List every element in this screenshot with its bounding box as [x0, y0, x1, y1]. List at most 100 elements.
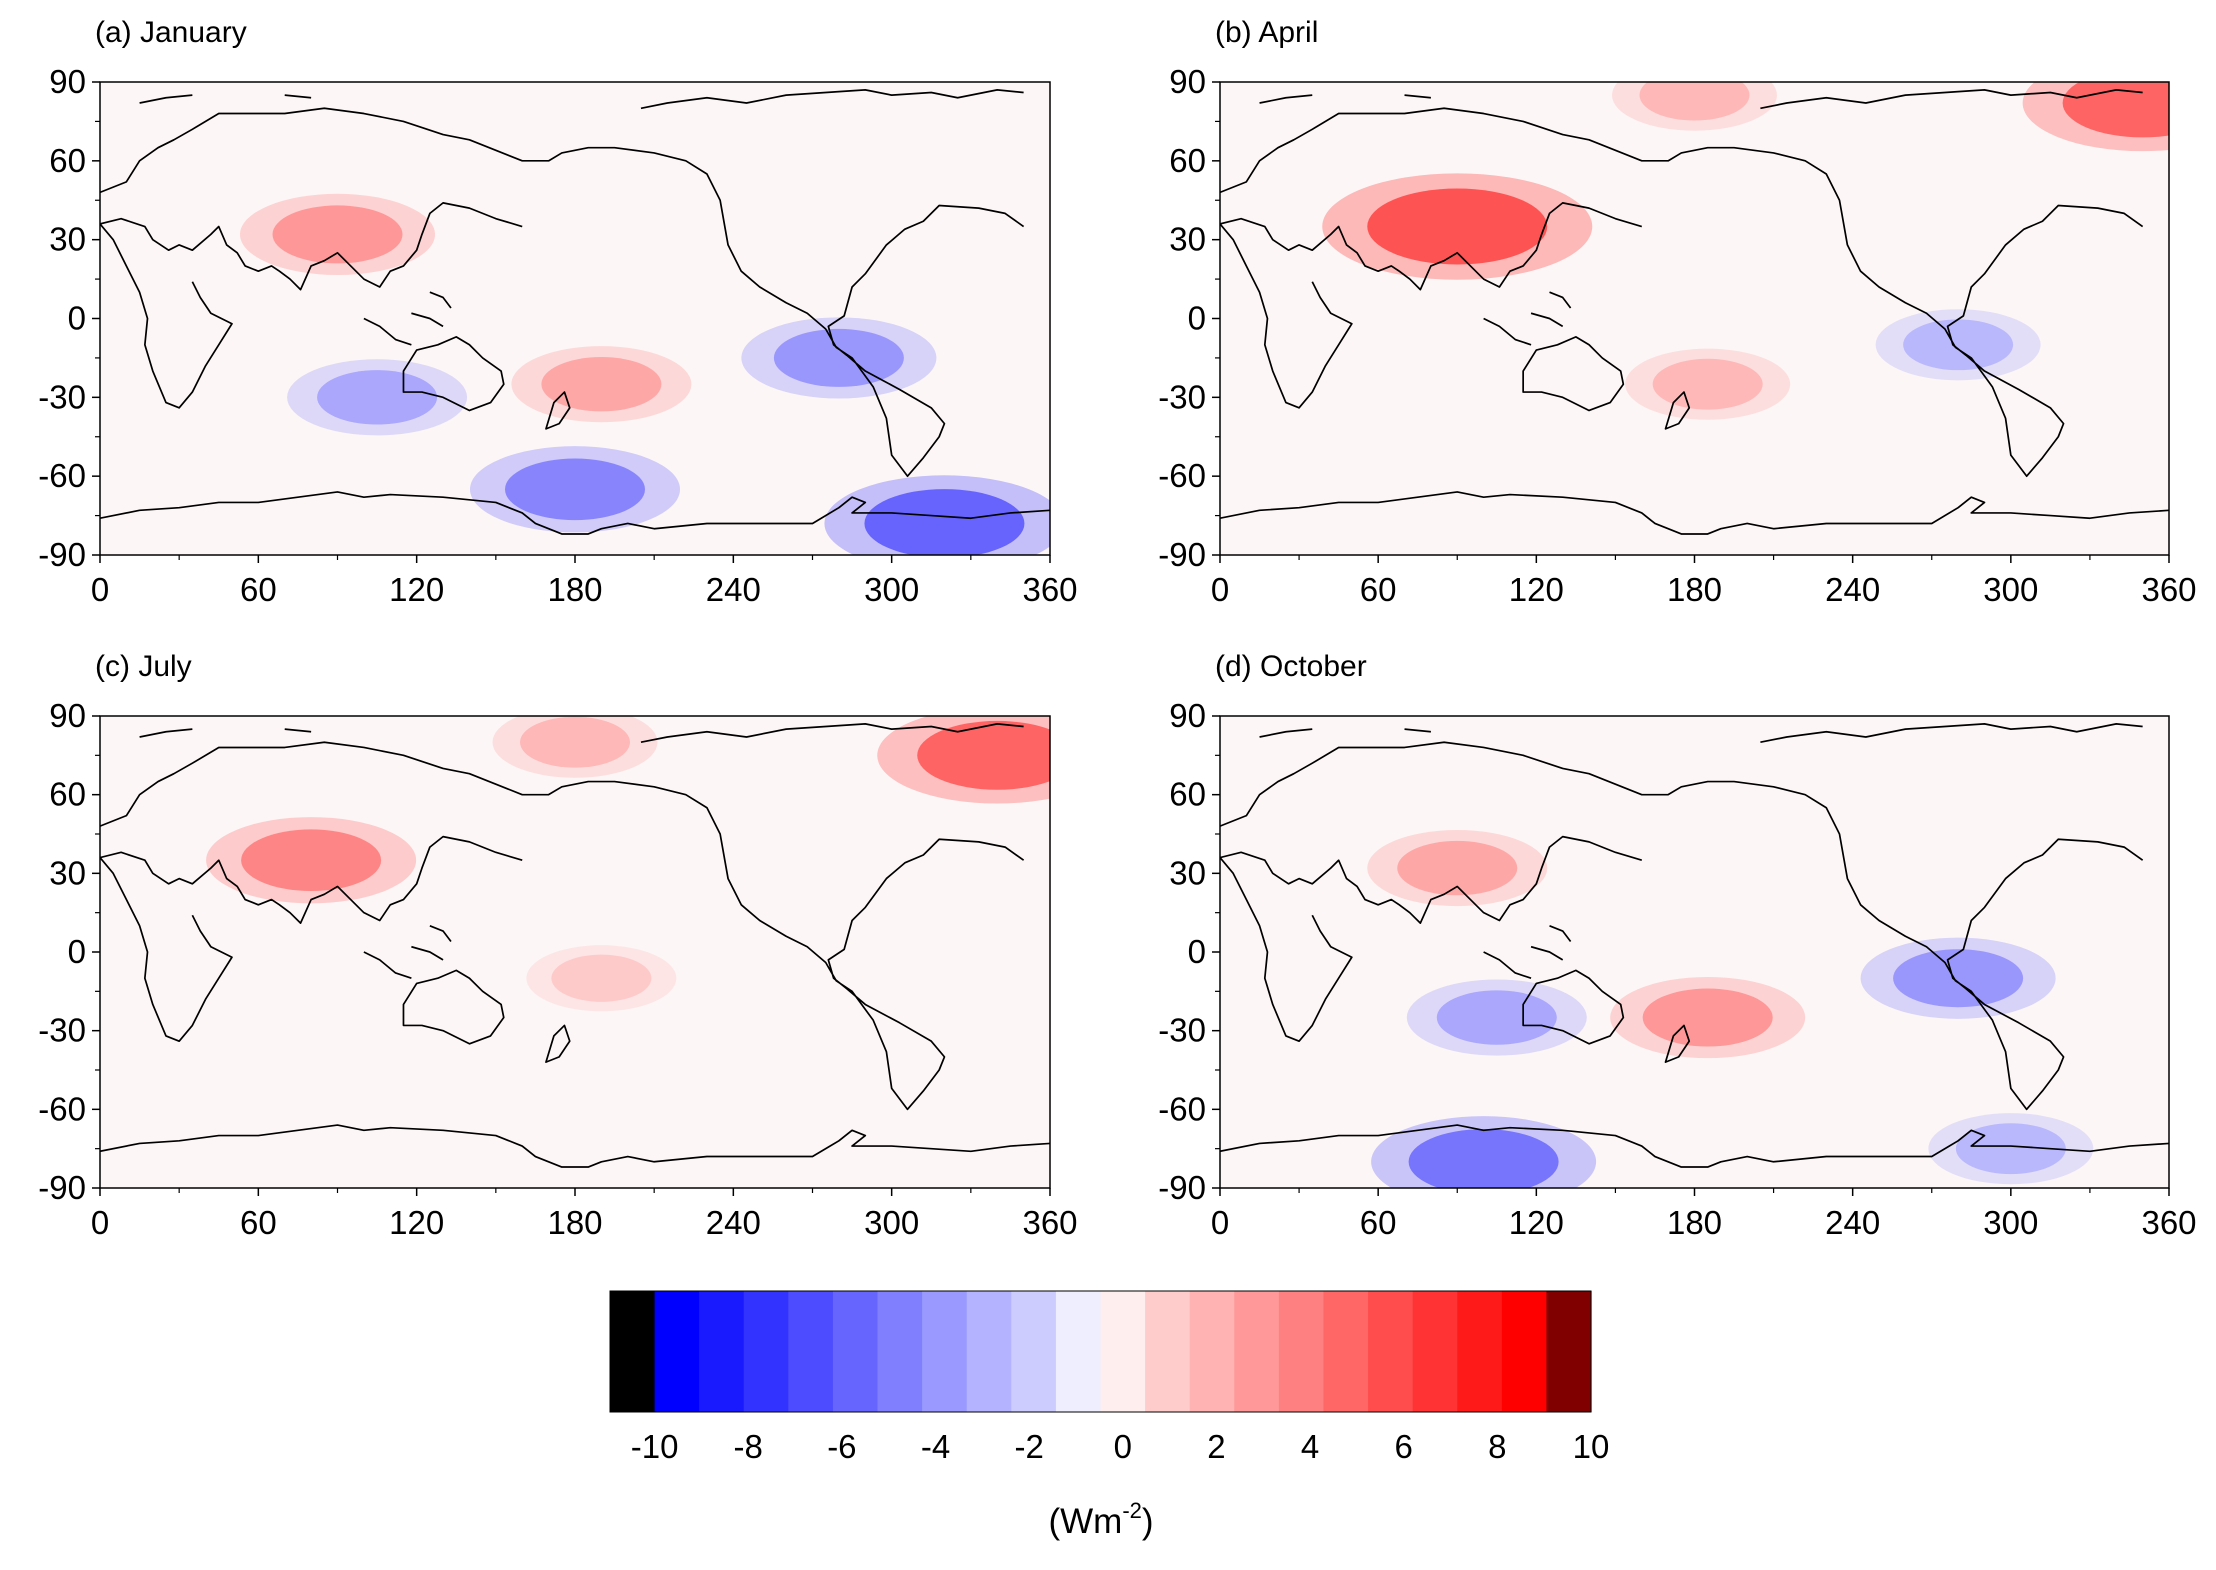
- x-tick-label: 0: [1211, 571, 1229, 608]
- y-tick-label: 0: [1188, 300, 1206, 337]
- x-tick-label: 240: [706, 571, 761, 608]
- y-tick-label: 90: [1169, 697, 1206, 734]
- colorbar-unit-label: (Wm-2): [1048, 1498, 1153, 1541]
- x-tick-label: 0: [91, 571, 109, 608]
- y-tick-label: -60: [38, 457, 86, 494]
- x-tick-label: 360: [1022, 1204, 1077, 1241]
- x-tick-label: 360: [2141, 1204, 2196, 1241]
- x-tick-label: 240: [706, 1204, 761, 1241]
- anomaly-core: [1639, 82, 1750, 121]
- anomaly-core: [917, 720, 1050, 790]
- y-tick-label: -30: [38, 1012, 86, 1049]
- panel-title: (d) October: [1215, 650, 1367, 683]
- anomaly-core: [541, 356, 662, 412]
- anomaly-core: [1642, 988, 1773, 1047]
- anomaly-core: [272, 205, 403, 264]
- panel-title: (b) April: [1215, 16, 1318, 49]
- x-tick-label: 300: [1983, 571, 2038, 608]
- colorbar-swatch: [1457, 1291, 1503, 1412]
- y-tick-label: 90: [49, 697, 86, 734]
- y-tick-label: -30: [38, 378, 86, 415]
- colorbar-tick-label: 6: [1395, 1428, 1413, 1465]
- colorbar-swatch: [788, 1291, 834, 1412]
- colorbar-tick-label: 2: [1207, 1428, 1225, 1465]
- y-tick-label: -90: [38, 536, 86, 573]
- anomaly-core: [1397, 840, 1518, 896]
- colorbar-tick-label: -6: [827, 1428, 856, 1465]
- y-tick-label: 30: [49, 854, 86, 891]
- anomaly-core: [1903, 319, 2014, 371]
- y-tick-label: 30: [1169, 854, 1206, 891]
- map-background: [100, 716, 1050, 1188]
- anomaly-core: [864, 489, 1025, 555]
- y-tick-label: 0: [68, 300, 86, 337]
- colorbar-swatch: [699, 1291, 745, 1412]
- y-tick-label: -60: [1158, 1090, 1206, 1127]
- anomaly-core: [1893, 949, 2024, 1008]
- x-tick-label: 120: [1509, 571, 1564, 608]
- x-tick-label: 120: [1509, 1204, 1564, 1241]
- colorbar-swatch: [966, 1291, 1012, 1412]
- colorbar-tick-label: -10: [631, 1428, 679, 1465]
- y-tick-label: -30: [1158, 1012, 1206, 1049]
- x-tick-label: 60: [240, 1204, 277, 1241]
- map-background: [1220, 82, 2169, 555]
- colorbar-swatch: [1323, 1291, 1369, 1412]
- x-tick-label: 300: [1983, 1204, 2038, 1241]
- colorbar-tick-label: 0: [1114, 1428, 1132, 1465]
- anomaly-core: [505, 458, 645, 521]
- colorbar: -10 -8 -6 -4 -2 0 2 4 6 8 10 (Wm-2): [609, 1290, 1610, 1541]
- colorbar-swatch: [1501, 1291, 1548, 1412]
- anomaly-core: [1652, 358, 1763, 410]
- colorbar-swatch: [1145, 1291, 1191, 1412]
- x-tick-label: 180: [1667, 1204, 1722, 1241]
- x-tick-label: 0: [1211, 1204, 1229, 1241]
- y-tick-label: -60: [1158, 457, 1206, 494]
- x-tick-label: 360: [2141, 571, 2196, 608]
- colorbar-swatch: [1278, 1291, 1325, 1412]
- x-tick-label: 120: [389, 571, 444, 608]
- colorbar-tick-label: -8: [734, 1428, 763, 1465]
- colorbar-tick-label: -2: [1014, 1428, 1043, 1465]
- anomaly-core: [551, 954, 652, 1002]
- x-tick-label: 300: [864, 1204, 919, 1241]
- y-tick-label: 0: [1188, 933, 1206, 970]
- x-tick-label: 240: [1825, 1204, 1880, 1241]
- x-tick-label: 60: [1360, 571, 1397, 608]
- y-tick-label: 30: [1169, 221, 1206, 258]
- colorbar-tick-label: 10: [1573, 1428, 1610, 1465]
- x-tick-label: 60: [1360, 1204, 1397, 1241]
- y-tick-label: -90: [1158, 1169, 1206, 1206]
- y-tick-label: -90: [38, 1169, 86, 1206]
- y-tick-label: 0: [68, 933, 86, 970]
- x-tick-label: 180: [1667, 571, 1722, 608]
- anomaly-core: [241, 829, 382, 892]
- colorbar-swatch: [832, 1291, 879, 1412]
- colorbar-swatch: [1234, 1291, 1280, 1412]
- colorbar-tick-label: 4: [1301, 1428, 1319, 1465]
- y-tick-label: 30: [49, 221, 86, 258]
- y-tick-label: -60: [38, 1090, 86, 1127]
- x-tick-label: 0: [91, 1204, 109, 1241]
- x-tick-label: 60: [240, 571, 277, 608]
- y-tick-label: 60: [49, 776, 86, 813]
- colorbar-swatch: [654, 1291, 700, 1412]
- colorbar-swatch: [743, 1291, 789, 1412]
- anomaly-core: [317, 370, 438, 425]
- anomaly-core: [2062, 82, 2169, 138]
- colorbar-swatch: [1412, 1291, 1458, 1412]
- panel-title: (c) July: [95, 650, 192, 683]
- anomaly-core: [1436, 990, 1557, 1045]
- y-tick-label: -30: [1158, 378, 1206, 415]
- colorbar-swatch: [1055, 1291, 1102, 1412]
- colorbar-swatch: [877, 1291, 923, 1412]
- anomaly-core: [773, 328, 904, 387]
- anomaly-core: [1408, 1129, 1559, 1188]
- anomaly-core: [520, 716, 630, 768]
- map-background: [1220, 716, 2169, 1188]
- colorbar-swatch: [1368, 1291, 1414, 1412]
- y-tick-label: -90: [1158, 536, 1206, 573]
- colorbar-swatch: [1100, 1291, 1146, 1412]
